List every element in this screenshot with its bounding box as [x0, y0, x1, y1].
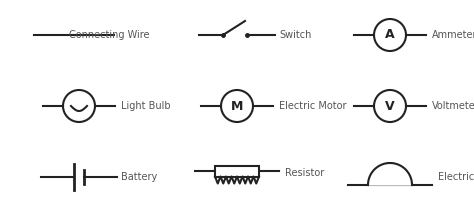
Polygon shape [368, 163, 412, 185]
Text: Electric Motor: Electric Motor [279, 101, 346, 111]
Text: A: A [385, 28, 395, 42]
Text: Resistor: Resistor [285, 168, 324, 178]
Text: Ammeter: Ammeter [432, 30, 474, 40]
Text: Light Bulb: Light Bulb [121, 101, 171, 111]
Text: V: V [385, 99, 395, 113]
Text: Battery: Battery [121, 172, 157, 182]
Text: Switch: Switch [279, 30, 311, 40]
Text: Voltmeter: Voltmeter [432, 101, 474, 111]
Bar [215, 166, 259, 177]
Text: M: M [231, 99, 243, 113]
Text: Electric Buzzer: Electric Buzzer [438, 172, 474, 182]
Text: Connecting Wire: Connecting Wire [69, 30, 149, 40]
